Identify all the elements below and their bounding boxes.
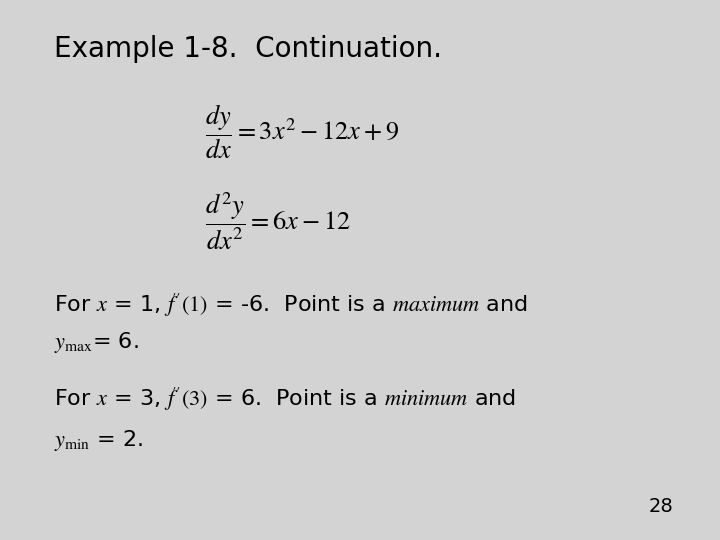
Text: $y_{\rm max}$= 6.: $y_{\rm max}$= 6. (54, 330, 139, 355)
Text: For $x$ = 3, $f\!''(3)$ = 6.  Point is a $\mathit{minimum}$ and: For $x$ = 3, $f\!''(3)$ = 6. Point is a … (54, 386, 516, 413)
Text: $y_{\rm min}$ = 2.: $y_{\rm min}$ = 2. (54, 428, 143, 453)
Text: 28: 28 (649, 497, 673, 516)
Text: $\dfrac{dy}{dx} = 3x^2 - 12x + 9$: $\dfrac{dy}{dx} = 3x^2 - 12x + 9$ (205, 103, 400, 161)
Text: Example 1-8.  Continuation.: Example 1-8. Continuation. (54, 35, 442, 63)
Text: $\dfrac{d^2y}{dx^2} = 6x - 12$: $\dfrac{d^2y}{dx^2} = 6x - 12$ (205, 191, 351, 252)
Text: For $x$ = 1, $f\!''(1)$ = -6.  Point is a $\mathit{maximum}$ and: For $x$ = 1, $f\!''(1)$ = -6. Point is a… (54, 292, 528, 319)
